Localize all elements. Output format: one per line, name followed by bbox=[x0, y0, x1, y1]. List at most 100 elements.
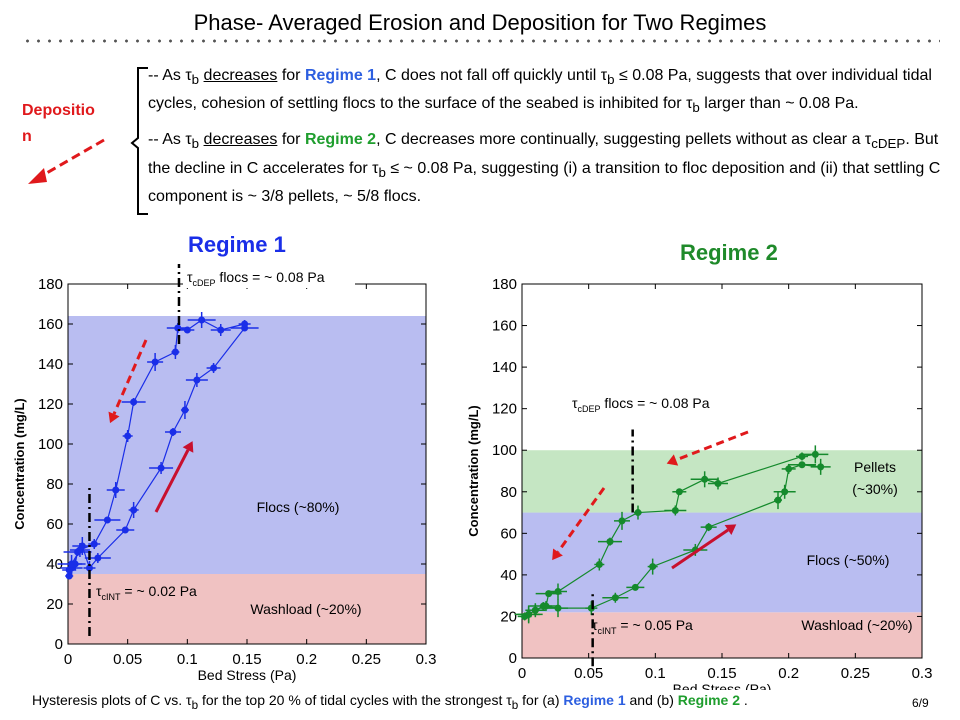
y-tick-label: 140 bbox=[492, 359, 517, 376]
y-tick-label: 60 bbox=[46, 516, 63, 533]
x-tick-label: 0.25 bbox=[841, 665, 870, 682]
data-point bbox=[542, 602, 550, 610]
y-tick-label: 100 bbox=[492, 442, 517, 459]
x-tick-label: 0.2 bbox=[778, 665, 799, 682]
erosion-trend-arrow-head bbox=[182, 441, 194, 453]
data-point bbox=[798, 461, 806, 469]
x-tick-label: 0.25 bbox=[352, 651, 381, 668]
data-point bbox=[531, 606, 539, 614]
y-tick-label: 80 bbox=[500, 484, 517, 501]
erosion-trend-arrow-head bbox=[724, 524, 737, 535]
y-tick-label: 160 bbox=[492, 318, 517, 335]
data-point bbox=[169, 428, 177, 436]
y-tick-label: 20 bbox=[46, 596, 63, 613]
y-axis-label: Concentration (mg/L) bbox=[466, 405, 481, 536]
dotted-divider bbox=[22, 38, 940, 44]
y-tick-label: 100 bbox=[38, 436, 63, 453]
y-tick-label: 120 bbox=[38, 396, 63, 413]
band-label: Flocs (~50%) bbox=[807, 552, 890, 568]
data-point bbox=[785, 465, 793, 473]
series-line bbox=[524, 453, 816, 617]
data-point bbox=[606, 538, 614, 546]
deposition-trend-arrow bbox=[112, 339, 148, 415]
band-label: Washload (~20%) bbox=[250, 601, 361, 617]
regime1-heading: Regime 1 bbox=[188, 232, 286, 257]
data-point bbox=[193, 376, 201, 384]
bullet-text: -- As τb decreases for Regime 1, C does … bbox=[148, 64, 948, 217]
data-point bbox=[241, 320, 249, 328]
data-point bbox=[631, 583, 639, 591]
band-washload bbox=[522, 612, 922, 658]
data-point bbox=[217, 326, 225, 334]
y-tick-label: 0 bbox=[509, 650, 517, 667]
x-tick-label: 0 bbox=[64, 651, 72, 668]
x-tick-label: 0.1 bbox=[177, 651, 198, 668]
x-tick-label: 0.05 bbox=[574, 665, 603, 682]
data-point bbox=[595, 561, 603, 568]
band-label: Pellets (~30%) bbox=[852, 459, 898, 497]
data-point bbox=[68, 560, 76, 568]
y-tick-label: 140 bbox=[38, 356, 63, 373]
band-flocs bbox=[522, 512, 922, 613]
data-point bbox=[124, 432, 132, 440]
data-point bbox=[671, 506, 679, 514]
figure-caption: Hysteresis plots of C vs. τb for the top… bbox=[32, 692, 748, 712]
deposition-trend-arrow-head bbox=[108, 411, 120, 424]
x-tick-label: 0.1 bbox=[645, 665, 666, 682]
page-number: 6/9 bbox=[912, 696, 929, 710]
x-tick-label: 0.05 bbox=[113, 651, 142, 668]
band-pellets bbox=[522, 450, 922, 513]
x-tick-label: 0.2 bbox=[296, 651, 317, 668]
band-washload bbox=[68, 574, 426, 644]
data-point bbox=[817, 463, 825, 471]
bullet-brace bbox=[130, 67, 148, 215]
data-point bbox=[705, 523, 713, 531]
data-point bbox=[121, 526, 129, 534]
x-tick-label: 0 bbox=[518, 665, 526, 682]
y-tick-label: 180 bbox=[492, 276, 517, 293]
x-tick-label: 0.15 bbox=[232, 651, 261, 668]
data-point bbox=[183, 326, 191, 334]
regime2-heading: Regime 2 bbox=[680, 240, 778, 265]
deposition-trend-arrow-lower bbox=[556, 487, 606, 553]
data-point bbox=[210, 364, 218, 372]
slide-title: Phase- Averaged Erosion and Deposition f… bbox=[193, 10, 767, 35]
y-tick-label: 180 bbox=[38, 276, 63, 293]
deposition-trend-arrow-head bbox=[666, 454, 679, 466]
data-point bbox=[198, 316, 206, 324]
x-axis-label: Bed Stress (Pa) bbox=[198, 667, 297, 683]
data-point bbox=[774, 496, 782, 504]
data-point bbox=[611, 594, 619, 602]
data-point bbox=[634, 509, 642, 517]
deposition-arrow bbox=[37, 138, 105, 180]
bullet-regime2: -- As τb decreases for Regime 2, C decre… bbox=[148, 131, 941, 205]
data-point bbox=[649, 563, 657, 571]
data-point bbox=[85, 564, 93, 572]
y-tick-label: 160 bbox=[38, 316, 63, 333]
data-point bbox=[811, 450, 819, 458]
data-point bbox=[76, 546, 84, 554]
regime2-chart: 0 20 40 60 80 100 120 140 160 180 0 0.05 0.1 0.15 0.2 0… bbox=[466, 276, 932, 690]
x-axis-label: Bed Stress (Pa) bbox=[673, 681, 772, 690]
data-point bbox=[181, 406, 189, 414]
data-point bbox=[554, 588, 562, 596]
y-tick-label: 40 bbox=[46, 556, 63, 573]
x-tick-label: 0.3 bbox=[416, 651, 437, 668]
threshold-label: τcINT = ~ 0.02 Pa bbox=[96, 583, 197, 602]
threshold-label-bg bbox=[183, 266, 355, 288]
data-point bbox=[701, 475, 709, 483]
deposition-arrow-head bbox=[28, 168, 47, 184]
data-point bbox=[554, 604, 562, 612]
data-point bbox=[90, 540, 98, 548]
y-tick-label: 120 bbox=[492, 401, 517, 418]
threshold-label: τcDEP flocs = ~ 0.08 Pa bbox=[572, 395, 710, 414]
data-point bbox=[525, 610, 533, 618]
y-tick-label: 80 bbox=[46, 476, 63, 493]
data-point bbox=[130, 506, 138, 514]
threshold-label: τcDEP flocs = ~ 0.08 Pa bbox=[187, 269, 325, 288]
y-tick-label: 60 bbox=[500, 525, 517, 542]
data-point bbox=[714, 479, 722, 487]
data-point bbox=[157, 464, 165, 472]
data-point bbox=[151, 358, 159, 366]
